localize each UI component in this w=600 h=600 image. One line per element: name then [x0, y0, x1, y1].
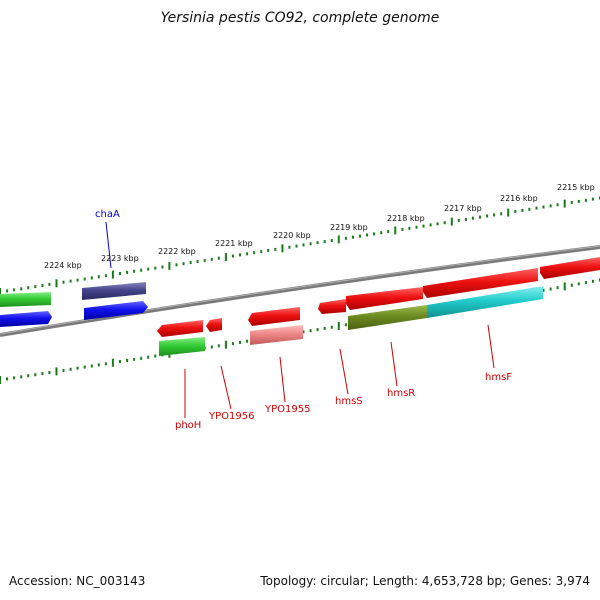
gene-label-YPO1956[interactable]: YPO1956: [208, 411, 254, 422]
reverse-strand-features: [0, 286, 543, 356]
leader-hmsR: [390, 341, 398, 387]
outer-ruler-ticks: [0, 196, 600, 296]
leader-chaA: [105, 221, 112, 269]
ruler-label: 2222 kbp: [158, 247, 196, 256]
gene-label-hmsS[interactable]: hmsS: [335, 396, 363, 407]
gene-label-hmsR[interactable]: hmsR: [387, 388, 415, 399]
ruler-label: 2216 kbp: [500, 194, 538, 203]
forward-strand-features: [0, 257, 600, 314]
feature-red-right[interactable]: [540, 257, 600, 279]
leader-YPO1956: [220, 365, 232, 410]
ruler-label: 2219 kbp: [330, 223, 368, 232]
ruler-label: 2217 kbp: [444, 204, 482, 213]
leader-hmsF: [487, 324, 495, 369]
ruler-label: 2224 kbp: [44, 261, 82, 270]
feature-hmsR-cyan[interactable]: [427, 286, 543, 318]
topology-text: Topology: circular; Length: 4,653,728 bp…: [260, 574, 590, 588]
leader-YPO1955: [279, 356, 286, 403]
feature-red-1[interactable]: [318, 299, 346, 314]
feature-phoH-red[interactable]: [157, 320, 203, 337]
feature-chaA[interactable]: [82, 282, 146, 300]
feature-hmsF-top[interactable]: [423, 268, 538, 298]
feature-green-left-top[interactable]: [0, 292, 51, 307]
feature-hmsR-olive[interactable]: [348, 305, 427, 330]
ruler-label: 2221 kbp: [215, 239, 253, 248]
label-leader-lines: [105, 221, 495, 418]
ruler-labels: 2224 kbp 2223 kbp 2222 kbp 2221 kbp 2220…: [44, 183, 595, 270]
ruler-label: 2218 kbp: [387, 214, 425, 223]
feature-YPO1955-red[interactable]: [248, 307, 300, 326]
feature-blue-chaA[interactable]: [84, 301, 148, 320]
map-title: Yersinia pestis CO92, complete genome: [160, 10, 440, 26]
feature-blue-left[interactable]: [0, 311, 52, 327]
feature-phoH-green[interactable]: [159, 337, 205, 356]
gene-label-hmsF[interactable]: hmsF: [485, 372, 512, 383]
ruler-label: 2223 kbp: [101, 254, 139, 263]
gene-label-chaA[interactable]: chaA: [95, 209, 120, 220]
gene-label-phoH[interactable]: phoH: [175, 420, 201, 431]
feature-YPO1955-pink[interactable]: [250, 325, 303, 345]
ruler-label: 2215 kbp: [557, 183, 595, 192]
ruler-label: 2220 kbp: [273, 231, 311, 240]
feature-YPO1956[interactable]: [206, 318, 222, 332]
gene-labels: chaA phoH YPO1956 YPO1955 hmsS hmsR hmsF: [95, 209, 512, 431]
gene-label-YPO1955[interactable]: YPO1955: [264, 404, 310, 415]
genome-backbone-highlight: [0, 245, 600, 335]
accession-text: Accession: NC_003143: [9, 574, 146, 588]
genome-backbone: [0, 245, 600, 337]
leader-hmsS: [339, 348, 349, 395]
feature-red-2[interactable]: [346, 287, 423, 310]
